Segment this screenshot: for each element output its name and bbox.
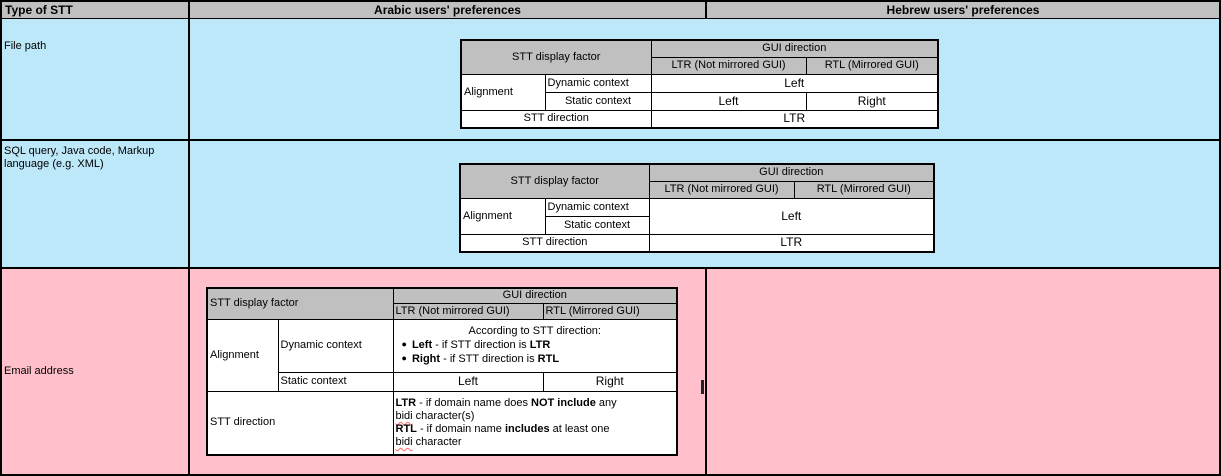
dynamic-alignment-bullet-ltr: ● Left - if STT direction is LTR (396, 338, 675, 352)
table-header-row: Type of STT Arabic users' preferences He… (2, 2, 1219, 19)
rtl-gui-header: RTL (Mirrored GUI) (805, 56, 939, 75)
stt-direction-rule-cell: LTR - if domain name does NOT include an… (392, 390, 678, 456)
rule-text: character(s) (412, 409, 475, 422)
rule-text: - if domain name (416, 422, 505, 435)
bullet-icon: ● (401, 339, 407, 349)
stt-direction-value: LTR (648, 233, 935, 253)
rule-bold-includes: includes (504, 422, 550, 435)
gui-direction-header: GUI direction (648, 163, 935, 182)
static-context-label: Static context (277, 371, 394, 392)
gui-direction-header: GUI direction (392, 287, 678, 304)
rule-text: any (595, 396, 617, 409)
alignment-label: Alignment (206, 318, 279, 392)
spellcheck-word-bidi: bidi (395, 409, 413, 422)
email-arabic-preferences-cell: STT display factor GUI direction LTR (No… (190, 269, 707, 474)
stt-display-factor-header: STT display factor (206, 287, 394, 320)
bullet-bold-rtl: RTL (537, 353, 560, 365)
bullet-bold-left: Left (411, 339, 433, 351)
rtl-gui-header: RTL (Mirrored GUI) (542, 302, 678, 320)
static-ltr-value: Left (650, 91, 807, 111)
bullet-text: - if STT direction is (440, 353, 538, 365)
alignment-label: Alignment (459, 197, 546, 235)
dynamic-context-label: Dynamic context (277, 318, 394, 373)
header-type-of-stt: Type of STT (2, 2, 190, 19)
spellcheck-word-bidi: bidi (395, 435, 413, 448)
ltr-gui-header: LTR (Not mirrored GUI) (650, 56, 807, 75)
row-label-email: Email address (4, 365, 74, 377)
row-email-address: Email address STT display factor GUI dir… (2, 269, 1219, 474)
stt-direction-label: STT direction (459, 233, 650, 253)
sql-preferences-table: STT display factor GUI direction LTR (No… (459, 163, 935, 253)
stt-direction-value: LTR (650, 109, 939, 129)
stt-direction-rule-ltr-line1: LTR - if domain name does NOT include an… (396, 397, 675, 410)
file-path-preferences-table: STT display factor GUI direction LTR (No… (460, 39, 939, 129)
rule-text: - if domain name does (416, 396, 532, 409)
static-rtl-value: Right (542, 371, 678, 392)
row-label-file-path: File path (2, 19, 190, 141)
dynamic-alignment-rule-cell: According to STT direction: ● Left - if S… (392, 318, 678, 373)
static-rtl-value: Right (805, 91, 939, 111)
email-hebrew-preferences-cell (707, 269, 1219, 474)
ltr-gui-header: LTR (Not mirrored GUI) (392, 302, 544, 320)
ltr-gui-header: LTR (Not mirrored GUI) (648, 180, 795, 199)
rule-bold-not-include: NOT include (531, 396, 596, 409)
bullet-bold-ltr: LTR (529, 339, 551, 351)
stt-display-factor-header: STT display factor (459, 163, 650, 199)
bullet-bold-right: Right (411, 353, 441, 365)
stt-direction-rule-ltr-line2: bidi character(s) (396, 410, 675, 423)
dynamic-context-label: Dynamic context (544, 73, 652, 93)
rtl-gui-header: RTL (Mirrored GUI) (793, 180, 935, 199)
stt-display-factor-header: STT display factor (460, 39, 652, 75)
gui-direction-header: GUI direction (650, 39, 939, 58)
stt-direction-label: STT direction (460, 109, 652, 129)
static-ltr-value: Left (392, 371, 544, 392)
row-sql-java-markup: SQL query, Java code, Markup language (e… (2, 141, 1219, 269)
header-hebrew-preferences: Hebrew users' preferences (707, 2, 1219, 19)
dynamic-alignment-intro: According to STT direction: (468, 325, 601, 337)
row-file-path: File path STT display factor GUI directi… (2, 19, 1219, 141)
header-arabic-preferences: Arabic users' preferences (190, 2, 707, 19)
rule-text: character (412, 435, 462, 448)
row-label-email-cell: Email address (2, 269, 190, 474)
rule-text: at least one (549, 422, 610, 435)
row-label-sql-java-markup: SQL query, Java code, Markup language (e… (2, 141, 190, 269)
alignment-value: Left (648, 197, 935, 235)
static-context-label: Static context (544, 215, 650, 235)
sql-preferences-cell: STT display factor GUI direction LTR (No… (190, 141, 1219, 269)
rule-bold-rtl: RTL (395, 422, 417, 435)
static-context-label: Static context (544, 91, 652, 111)
dynamic-alignment-value: Left (650, 73, 939, 93)
email-preferences-table: STT display factor GUI direction LTR (No… (206, 287, 678, 456)
stt-direction-rule-rtl-line1: RTL - if domain name includes at least o… (396, 423, 675, 436)
dynamic-alignment-bullet-rtl: ● Right - if STT direction is RTL (396, 352, 675, 366)
stt-direction-rule-rtl-line2: bidi character (396, 436, 675, 449)
stt-direction-label: STT direction (206, 390, 394, 456)
stray-cursor-mark (701, 380, 704, 394)
rule-bold-ltr: LTR (395, 396, 417, 409)
alignment-label: Alignment (460, 73, 546, 111)
bullet-icon: ● (401, 353, 407, 363)
file-path-preferences-cell: STT display factor GUI direction LTR (No… (190, 19, 1219, 141)
bullet-text: - if STT direction is (432, 339, 530, 351)
dynamic-context-label: Dynamic context (544, 197, 650, 217)
